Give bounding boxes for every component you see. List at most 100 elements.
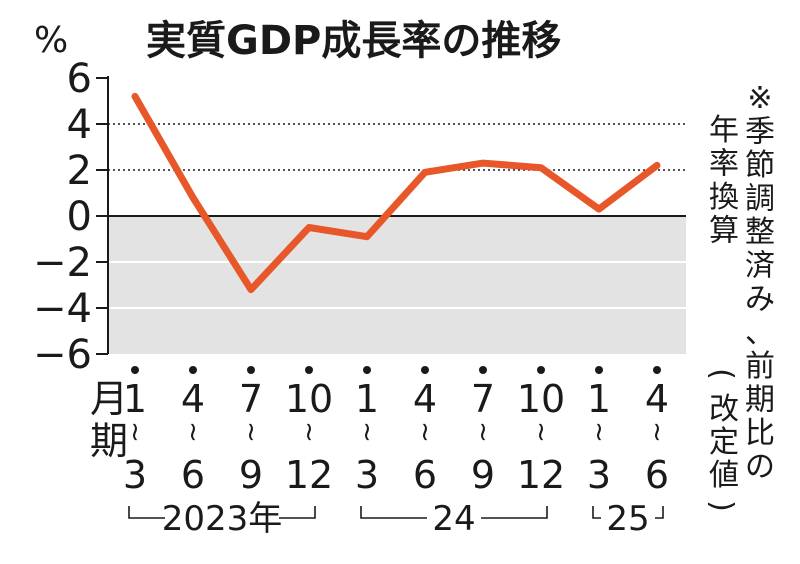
- x-tick-dot: [479, 366, 487, 374]
- x-tick-label: 7~9: [468, 377, 498, 497]
- x-tick-label: 10~12: [517, 377, 565, 497]
- note-char: 換: [709, 180, 739, 215]
- revised-char: 値: [709, 458, 739, 493]
- year-bracket-left: [360, 506, 427, 519]
- quarter-end: 12: [517, 453, 565, 497]
- quarter-start: 10: [285, 377, 333, 421]
- x-tick-label: 1~3: [120, 377, 150, 497]
- note-char: 期: [745, 383, 775, 418]
- note-char: 前: [745, 349, 775, 384]
- x-tick-dot: [305, 366, 313, 374]
- note-char: 比: [745, 416, 775, 451]
- x-tick-dot: [537, 366, 545, 374]
- y-tick-label: 6: [67, 56, 92, 102]
- quarter-start: 4: [413, 377, 437, 421]
- quarter-tilde: ~: [294, 421, 324, 443]
- x-tick-label: 4~6: [642, 377, 672, 497]
- x-tick-dot: [189, 366, 197, 374]
- y-tick-label: 2: [67, 148, 92, 194]
- quarter-end: 12: [285, 453, 333, 497]
- x-tick-dot: [421, 366, 429, 374]
- series-line-layer: [131, 92, 661, 294]
- y-tick-label: 4: [67, 102, 92, 148]
- x-tick-dot: [363, 366, 371, 374]
- year-bracket: 25: [592, 499, 664, 539]
- note-char: 年: [709, 113, 739, 148]
- y-tick-label: 0: [67, 194, 92, 240]
- x-tick-dot: [595, 366, 603, 374]
- revised-char: 改: [709, 392, 739, 427]
- note-char: 調: [745, 182, 775, 217]
- quarter-end: 3: [355, 453, 379, 497]
- plot-background: [108, 216, 686, 354]
- quarter-tilde: ~: [526, 421, 556, 443]
- x-tick-label: 7~9: [236, 377, 266, 497]
- x-tick-dot: [247, 366, 255, 374]
- quarter-tilde: ~: [584, 421, 614, 443]
- quarter-start: 4: [181, 377, 205, 421]
- quarter-tilde: ~: [468, 421, 498, 443]
- year-bracket: 2023年: [128, 499, 316, 539]
- y-axis-unit: %: [34, 20, 68, 61]
- quarter-start: 1: [587, 377, 611, 421]
- quarter-tilde: ~: [352, 421, 382, 443]
- year-bracket-right: [481, 506, 548, 519]
- x-tick-dot: [653, 366, 661, 374]
- y-tick-label: −4: [33, 286, 92, 332]
- quarter-start: 4: [645, 377, 669, 421]
- quarter-tilde: ~: [120, 421, 150, 443]
- gridlines: [108, 123, 686, 309]
- x-tick-label: 4~6: [178, 377, 208, 497]
- year-brackets: 2023年 24 25: [128, 499, 664, 539]
- note-char: ※: [747, 81, 772, 116]
- year-bracket-left: [592, 506, 601, 519]
- chart-title: 実質GDP成長率の推移: [146, 18, 561, 64]
- year-bracket: 24: [360, 499, 548, 539]
- quarter-start: 7: [471, 377, 495, 421]
- quarter-end: 9: [239, 453, 263, 497]
- year-label: 24: [432, 499, 475, 539]
- note-char: 節: [745, 148, 775, 183]
- note-char: 率: [709, 147, 739, 182]
- revised-char: 定: [709, 425, 739, 460]
- x-tick-labels: 1~34~67~910~121~34~67~910~121~34~6: [120, 366, 672, 497]
- y-tick-label: −6: [33, 332, 92, 378]
- quarter-end: 6: [645, 453, 669, 497]
- x-tick-dot: [131, 366, 139, 374]
- quarter-start: 1: [123, 377, 147, 421]
- quarter-end: 9: [471, 453, 495, 497]
- quarter-end: 3: [123, 453, 147, 497]
- note-char: 、: [745, 316, 775, 351]
- series-line: [131, 92, 661, 294]
- month-axis-label: 月 期: [90, 377, 140, 463]
- year-bracket-left: [128, 506, 165, 519]
- x-tick-label: 10~12: [285, 377, 333, 497]
- quarter-end: 6: [413, 453, 437, 497]
- year-label: 25: [606, 499, 649, 539]
- note-char: 整: [745, 215, 775, 250]
- quarter-end: 3: [587, 453, 611, 497]
- y-tick-label: −2: [33, 240, 92, 286]
- quarter-start: 7: [239, 377, 263, 421]
- year-bracket-right: [279, 506, 316, 519]
- revised-char: ): [704, 500, 739, 512]
- quarter-end: 6: [181, 453, 205, 497]
- year-bracket-right: [655, 506, 664, 519]
- x-tick-label: 1~3: [584, 377, 614, 497]
- x-tick-label: 1~3: [352, 377, 382, 497]
- year-label: 2023年: [162, 499, 283, 539]
- note-char: 季: [745, 115, 775, 150]
- negative-region-band: [108, 216, 686, 354]
- note-char: の: [745, 450, 775, 485]
- quarter-tilde: ~: [410, 421, 440, 443]
- quarter-tilde: ~: [642, 421, 672, 443]
- quarter-tilde: ~: [236, 421, 266, 443]
- revised-note: ( 改定値): [704, 368, 739, 512]
- quarter-start: 10: [517, 377, 565, 421]
- revised-char: (: [704, 368, 739, 380]
